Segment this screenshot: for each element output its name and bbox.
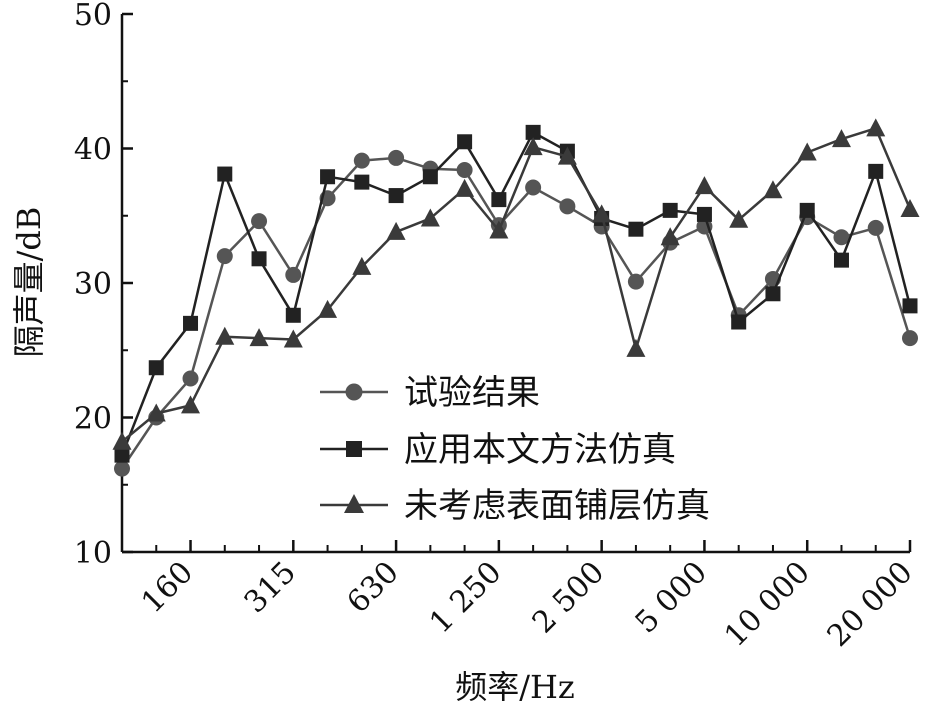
data-point-square (765, 286, 781, 302)
data-point-square (491, 192, 507, 208)
data-point-circle (833, 229, 850, 246)
y-tick-label: 50 (74, 0, 112, 33)
data-point-triangle (112, 431, 132, 450)
x-ticks: 160 315 630 1 250 2 500 5 000 10 000 20 000 (121, 540, 920, 654)
data-point-triangle (318, 299, 338, 318)
series-1 (114, 124, 918, 463)
data-point-triangle (592, 204, 612, 223)
y-axis-title: 隔声量/dB (10, 207, 48, 358)
data-point-triangle (386, 221, 406, 240)
data-point-triangle (146, 403, 166, 422)
data-point-square (422, 169, 438, 185)
data-point-square (354, 174, 370, 190)
y-tick-label: 30 (74, 267, 112, 302)
x-tick-label: 2 500 (526, 555, 611, 640)
data-point-square (833, 252, 849, 268)
data-point-square (388, 188, 404, 204)
data-point-triangle (900, 199, 920, 218)
data-point-square (320, 169, 336, 185)
data-point-square (868, 163, 884, 179)
data-point-circle (285, 266, 302, 283)
data-point-square (696, 206, 712, 222)
data-point-circle (867, 219, 884, 236)
data-point-triangle (455, 178, 475, 197)
data-point-triangle (352, 256, 372, 275)
series-line (120, 156, 912, 470)
data-point-triangle (181, 395, 201, 414)
data-point-square (183, 315, 199, 331)
data-point-triangle (557, 146, 577, 165)
data-point-triangle (866, 118, 886, 137)
legend-label-0: 试验结果 (404, 373, 540, 413)
legend-item-no-layer-simulation: 未考虑表面铺层仿真 (320, 486, 710, 526)
data-point-circle (251, 213, 268, 230)
legend-item-test-results: 试验结果 (320, 373, 540, 413)
data-point-square (525, 124, 541, 140)
data-point-square (148, 360, 164, 376)
data-point-circle (627, 273, 644, 290)
data-point-circle (114, 460, 130, 477)
y-tick-label: 40 (74, 133, 112, 168)
data-point-triangle (215, 326, 235, 345)
x-tick-label: 1 250 (423, 555, 508, 640)
data-point-circle (525, 179, 542, 196)
data-point-square (285, 307, 301, 323)
data-point-circle (353, 152, 370, 169)
x-tick-label: 315 (238, 555, 303, 620)
data-point-circle (456, 162, 473, 179)
x-tick-label: 5 000 (629, 555, 714, 640)
legend-marker-triangle (344, 494, 364, 513)
legend-marker-square (346, 441, 362, 457)
data-point-square (799, 202, 815, 218)
data-point-square (731, 314, 747, 330)
x-tick-label: 20 000 (821, 555, 920, 654)
data-point-square (251, 251, 267, 267)
y-ticks: 10 20 30 40 50 (74, 0, 133, 571)
data-point-triangle (831, 129, 851, 148)
data-point-square (628, 221, 644, 237)
legend-marker-circle (345, 383, 363, 401)
data-point-triangle (660, 227, 680, 246)
series-layer (112, 118, 920, 477)
data-point-triangle (523, 137, 543, 156)
data-point-triangle (626, 338, 646, 357)
data-point-square (902, 298, 918, 314)
data-point-square (457, 134, 473, 150)
data-point-circle (388, 149, 405, 166)
data-point-triangle (763, 180, 783, 199)
x-tick-label: 160 (135, 555, 200, 620)
data-point-circle (559, 198, 576, 215)
data-point-circle (902, 330, 918, 347)
data-point-circle (216, 248, 233, 265)
y-tick-label: 10 (74, 536, 112, 571)
series-line (120, 131, 912, 456)
data-point-circle (182, 370, 199, 387)
data-point-square (662, 202, 678, 218)
x-tick-label: 630 (341, 555, 406, 620)
legend-label-2: 未考虑表面铺层仿真 (404, 486, 710, 526)
y-tick-label: 20 (74, 402, 112, 437)
legend-label-1: 应用本文方法仿真 (404, 430, 676, 470)
x-tick-label: 10 000 (718, 555, 817, 654)
data-point-triangle (694, 176, 714, 195)
x-axis-title: 频率/Hz (455, 668, 575, 706)
data-point-square (114, 447, 130, 463)
legend-item-proposed-simulation: 应用本文方法仿真 (320, 430, 676, 470)
data-point-triangle (283, 329, 303, 348)
data-point-triangle (729, 209, 749, 228)
data-point-triangle (489, 220, 509, 239)
data-point-triangle (249, 328, 269, 347)
legend: 试验结果 应用本文方法仿真 未考虑表面铺层仿真 (320, 373, 710, 526)
data-point-triangle (420, 208, 440, 227)
axes (120, 14, 910, 554)
data-point-square (217, 166, 233, 182)
data-point-triangle (797, 142, 817, 161)
series-line (121, 127, 912, 443)
series-2 (112, 118, 920, 450)
